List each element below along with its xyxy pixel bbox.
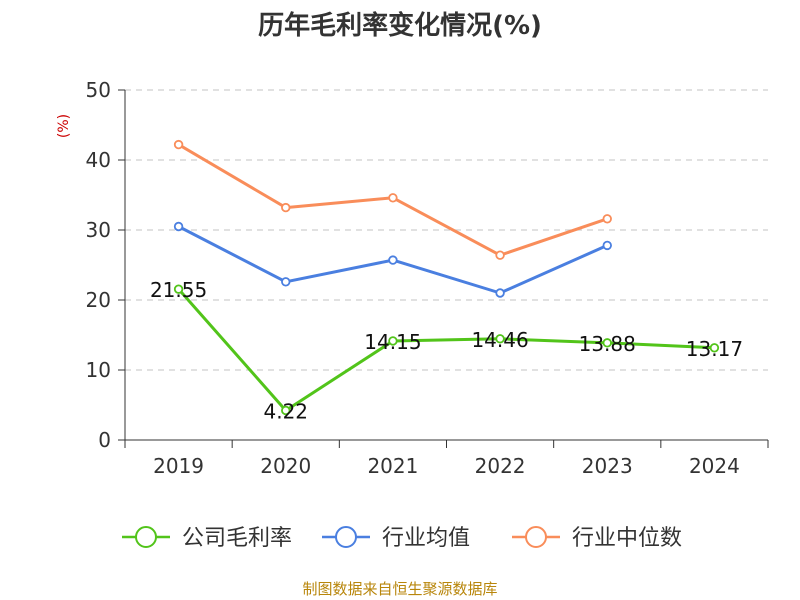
- y-tick-label: 40: [86, 148, 111, 172]
- x-tick-label: 2024: [689, 454, 740, 478]
- chart-title: 历年毛利率变化情况(%): [258, 10, 542, 41]
- series-layer: 21.55 4.22 14.15 14.46 13.88 13.17: [150, 139, 743, 423]
- legend-item[interactable]: 行业中位数: [512, 526, 682, 551]
- legend-label: 公司毛利率: [182, 526, 292, 551]
- series-3: [173, 139, 612, 260]
- axes: 0 10 20 30 40 50 2019 2020 2021 2022 2023 2024: [86, 78, 769, 478]
- data-point: [388, 336, 398, 346]
- data-point: [495, 250, 505, 260]
- legend[interactable]: 公司毛利率 行业均值 行业中位数: [122, 526, 682, 551]
- series-2: [173, 221, 612, 298]
- data-point: [495, 288, 505, 298]
- data-label: 4.22: [263, 399, 308, 423]
- legend-marker: [335, 526, 357, 548]
- data-point: [709, 343, 720, 353]
- series-1: 21.55 4.22 14.15 14.46 13.88 13.17: [150, 278, 743, 423]
- data-point: [281, 405, 291, 416]
- data-point: [602, 214, 612, 224]
- data-label: 14.46: [471, 328, 528, 352]
- data-point: [173, 221, 184, 232]
- data-label: 14.15: [364, 330, 421, 354]
- data-point: [281, 202, 291, 213]
- legend-item[interactable]: 公司毛利率: [122, 526, 292, 551]
- data-point: [173, 284, 184, 294]
- data-point: [388, 255, 398, 265]
- legend-marker: [525, 526, 547, 548]
- data-point: [602, 338, 612, 348]
- y-tick-label: 50: [86, 78, 111, 102]
- legend-label: 行业均值: [382, 526, 470, 551]
- y-tick-label: 20: [86, 288, 111, 312]
- y-tick-label: 10: [86, 358, 111, 382]
- y-axis-label: (%): [56, 114, 72, 138]
- y-tick-label: 0: [98, 428, 111, 452]
- x-tick-label: 2019: [153, 454, 204, 478]
- data-label: 13.17: [686, 337, 743, 361]
- x-tick-label: 2020: [260, 454, 311, 478]
- data-point: [281, 277, 291, 287]
- series-line: [177, 288, 715, 412]
- data-label: 13.88: [579, 332, 636, 356]
- legend-label: 行业中位数: [572, 526, 682, 551]
- x-tick-label: 2021: [367, 454, 418, 478]
- data-point: [388, 193, 398, 203]
- x-tick-label: 2023: [582, 454, 633, 478]
- data-point: [495, 334, 505, 344]
- data-label: 21.55: [150, 278, 207, 302]
- data-point: [173, 139, 184, 150]
- x-tick-label: 2022: [475, 454, 526, 478]
- data-point: [602, 240, 612, 251]
- y-tick-label: 30: [86, 218, 111, 242]
- grid: [125, 89, 768, 371]
- source-note: 制图数据来自恒生聚源数据库: [302, 580, 497, 598]
- legend-item[interactable]: 行业均值: [322, 526, 470, 551]
- legend-marker: [135, 526, 157, 548]
